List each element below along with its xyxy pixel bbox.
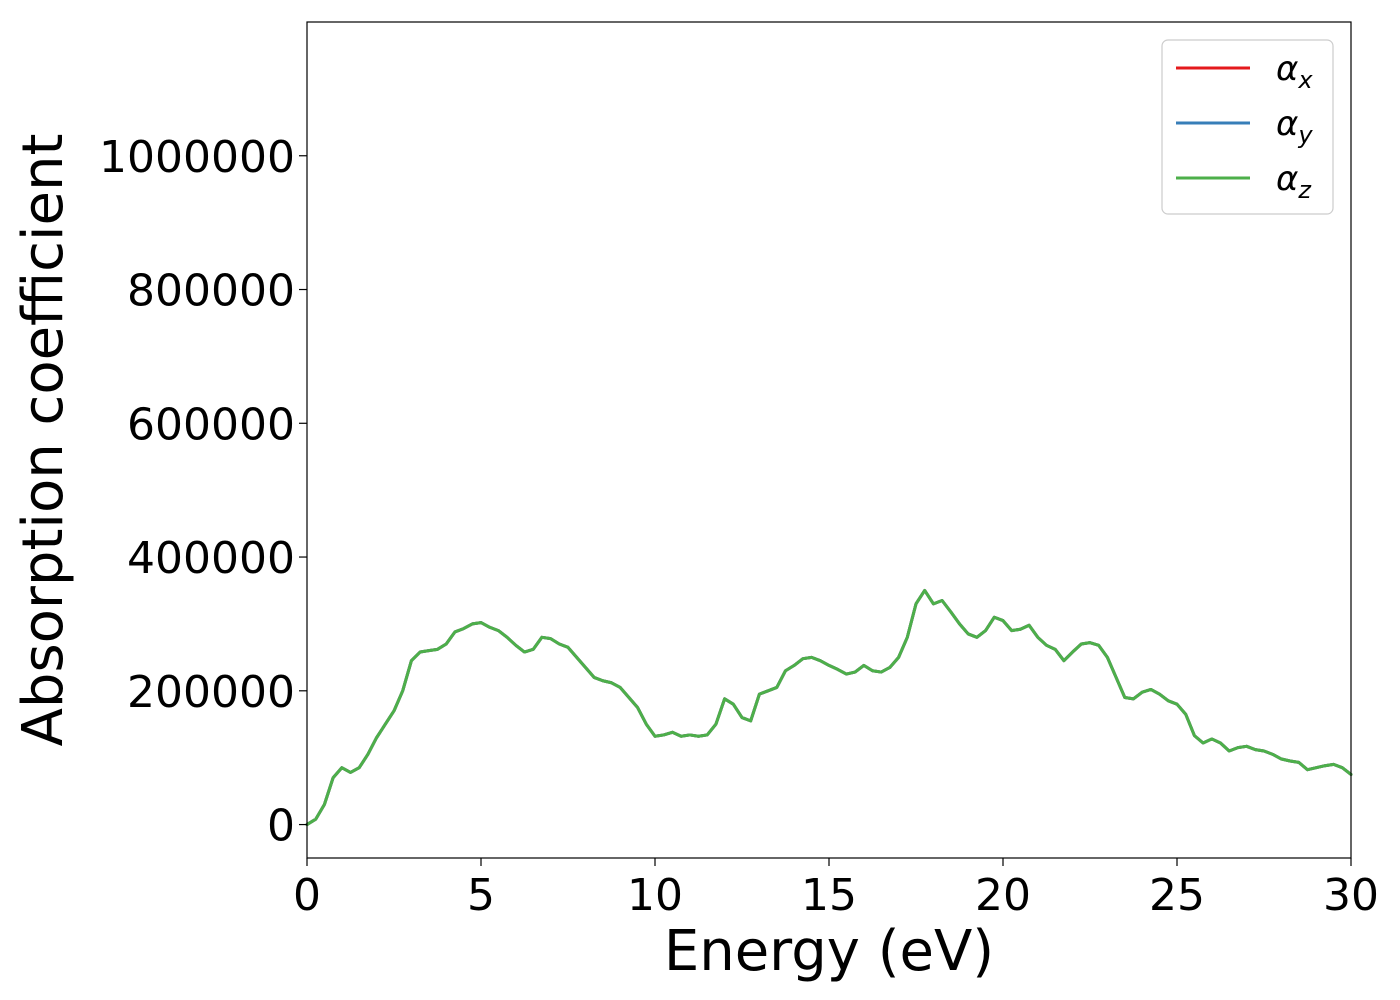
legend-label-subscript: z <box>1297 176 1312 204</box>
x-tick-label: 20 <box>975 870 1031 921</box>
x-tick-label: 5 <box>467 870 495 921</box>
y-tick-label: 800000 <box>127 266 295 317</box>
x-axis-title: Energy (eV) <box>664 919 994 984</box>
y-tick-label: 1000000 <box>99 132 295 183</box>
legend-label-main: α <box>1276 104 1298 144</box>
series-line-y <box>305 588 1353 827</box>
y-axis-ticks: 0 200000 400000 600000 800000 1000000 <box>99 132 307 852</box>
legend-label-subscript: y <box>1297 121 1313 149</box>
y-tick-label: 400000 <box>127 533 295 584</box>
legend-label-main: α <box>1276 159 1298 199</box>
series-line-x <box>305 588 1353 827</box>
legend-label-y: αy <box>1276 104 1313 149</box>
series-layer <box>305 588 1353 827</box>
x-tick-label: 10 <box>627 870 683 921</box>
legend-label-main: α <box>1276 49 1298 89</box>
series-line-z <box>305 588 1353 827</box>
x-tick-label: 15 <box>801 870 857 921</box>
x-tick-label: 30 <box>1323 870 1379 921</box>
y-tick-label: 600000 <box>127 399 295 450</box>
legend-box <box>1161 39 1334 215</box>
legend-label-x: αx <box>1276 49 1313 94</box>
legend-label-subscript: x <box>1297 66 1313 94</box>
y-axis-title: Absorption coefficient <box>11 134 76 747</box>
legend-label-z: αz <box>1276 159 1312 204</box>
x-axis-ticks: 0 5 10 15 20 25 30 <box>293 858 1379 921</box>
y-tick-label: 200000 <box>127 667 295 718</box>
x-tick-label: 0 <box>293 870 321 921</box>
x-tick-label: 25 <box>1149 870 1205 921</box>
y-tick-label: 0 <box>267 801 295 852</box>
